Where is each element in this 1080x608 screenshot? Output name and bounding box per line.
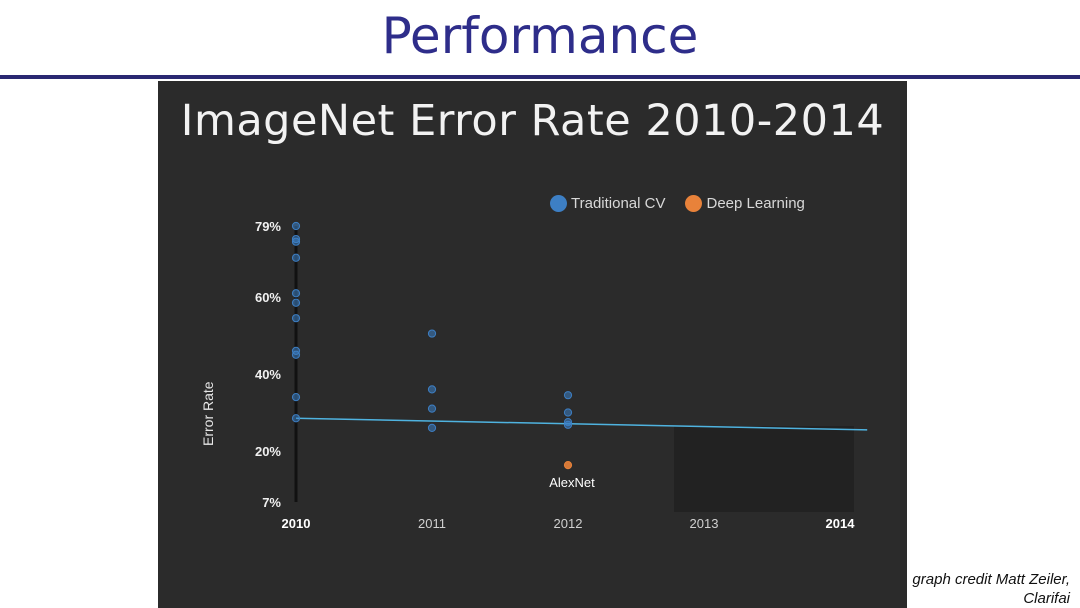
data-point-traditional-cv-2 [291,237,301,246]
graph-credit: graph credit Matt Zeiler, Clarifai [912,571,1070,607]
chart-title: ImageNet Error Rate 2010-2014 [180,96,885,146]
legend-swatch-traditional-cv [550,195,567,212]
x-tick-label-2012: 2012 [554,516,583,531]
legend-label-traditional-cv: Traditional CV [571,195,666,212]
legend-item-deep-learning: Deep Learning [685,195,805,212]
point-label-alexnet: AlexNet [549,475,595,490]
data-point-traditional-cv-16 [563,408,573,417]
data-point-traditional-cv-15 [563,391,573,400]
legend-item-traditional-cv: Traditional CV [550,195,665,212]
y-tick-label-79pct: 79% [255,219,281,234]
data-point-traditional-cv-18 [563,420,573,429]
slide-title: Performance [381,7,699,65]
data-point-traditional-cv-4 [291,289,301,298]
future-years-shade [674,426,854,512]
y-tick-label-60pct: 60% [255,290,281,305]
data-point-traditional-cv-9 [291,393,301,402]
legend-swatch-deep-learning [685,195,703,212]
data-point-traditional-cv-14 [427,423,437,432]
data-point-traditional-cv-12 [427,385,437,394]
x-tick-label-2013: 2013 [690,516,719,531]
x-tick-label-2011: 2011 [418,516,446,531]
data-point-traditional-cv-13 [427,404,437,413]
x-tick-label-2010: 2010 [282,516,311,531]
data-point-traditional-cv-0 [291,221,301,231]
scatter-plot: 7% 20% 40% 60% 79% 2010 2011 2012 2013 2014 AlexNe… [255,219,868,531]
x-tick-label-2014: 2014 [826,516,856,531]
data-point-traditional-cv-8 [291,350,301,359]
y-tick-label-40pct: 40% [255,367,281,382]
y-tick-label-20pct: 20% [255,444,281,459]
title-divider [0,75,1080,79]
trend-line [295,417,868,431]
chart-panel: ImageNet Error Rate 2010-2014 Traditiona… [158,81,907,608]
legend-label-deep-learning: Deep Learning [706,195,805,212]
data-point-traditional-cv-6 [291,314,301,323]
data-point-deep-learning-0 [563,461,573,470]
data-point-traditional-cv-11 [427,329,437,338]
y-tick-label-7pct: 7% [262,495,281,510]
data-point-traditional-cv-10 [291,414,301,423]
chart-legend: Traditional CV Deep Learning [550,195,805,212]
data-point-traditional-cv-5 [291,298,301,307]
data-point-traditional-cv-3 [291,253,301,262]
